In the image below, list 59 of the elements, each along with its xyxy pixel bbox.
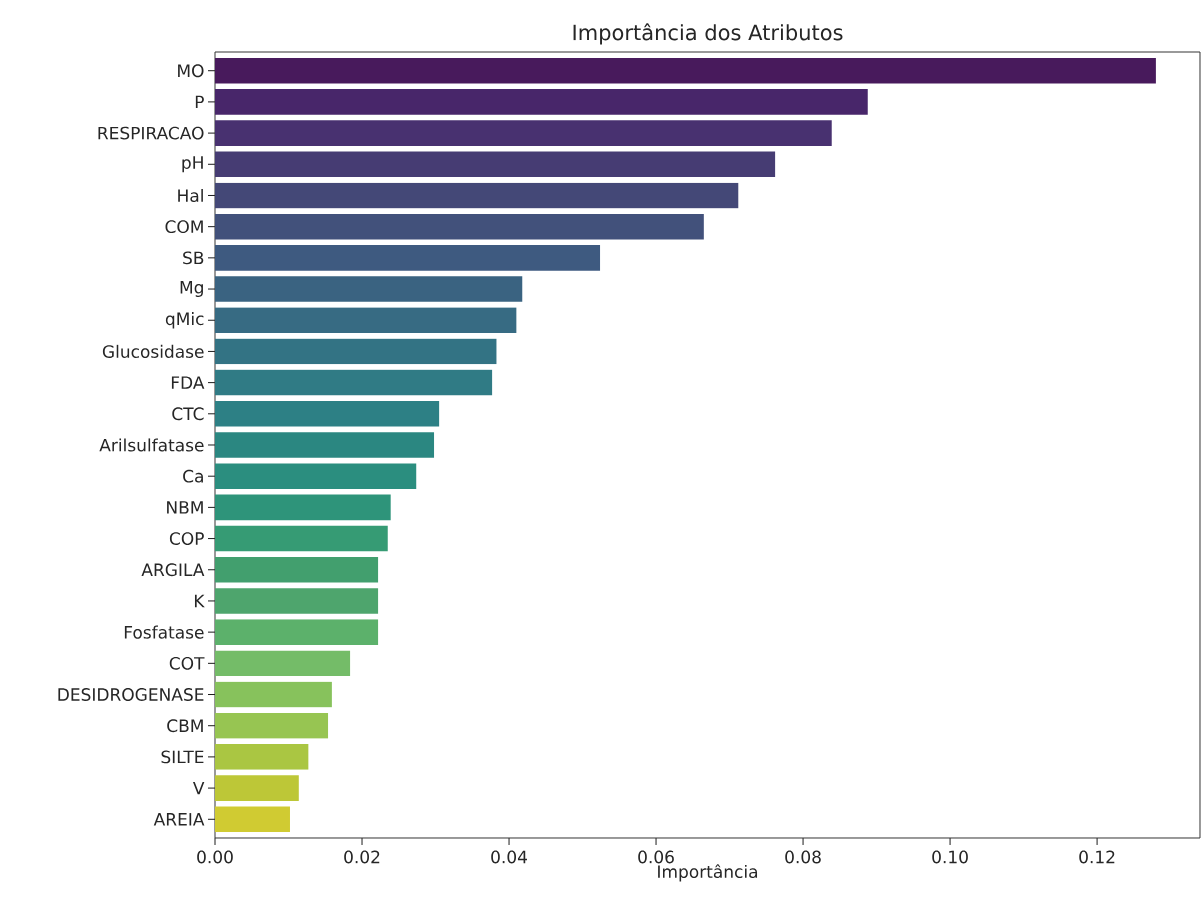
bar (215, 806, 290, 833)
y-tick-label: Glucosidase (102, 344, 204, 358)
x-tick-label: 0.02 (344, 850, 380, 864)
y-tick-label: CTC (172, 407, 204, 421)
y-tick-label: qMic (165, 312, 204, 329)
bar (215, 276, 523, 302)
y-tick-label: SILTE (161, 750, 204, 764)
x-axis-title: Importância (658, 864, 758, 882)
x-tick-label: 0.10 (932, 850, 968, 864)
y-tick-label: COP (169, 532, 204, 545)
bar (215, 588, 379, 614)
bar (215, 432, 435, 458)
bar (215, 650, 351, 677)
bar (215, 494, 391, 521)
bar (215, 556, 379, 583)
bar (215, 619, 379, 645)
y-tick-label: Ca (183, 469, 203, 483)
bar (215, 89, 868, 115)
y-tick-label: ARGILA (141, 563, 205, 577)
bar (215, 712, 329, 739)
y-tick-label: Arilsulfatase (99, 438, 204, 452)
y-tick-label: Hal (178, 188, 203, 203)
bar (215, 401, 440, 427)
y-tick-label: CBM (167, 719, 203, 733)
y-tick-label: MO (178, 64, 204, 78)
y-tick-label: Mg (180, 281, 203, 297)
bar (215, 182, 739, 209)
y-tick-label: K (194, 594, 205, 608)
y-tick-label: COM (165, 220, 203, 234)
bar (215, 775, 299, 801)
y-tick-label: RESPIRACAO (98, 126, 204, 140)
bar (215, 338, 497, 365)
bar (215, 369, 493, 396)
bar (215, 744, 309, 770)
y-tick-label: FDA (171, 376, 205, 389)
bar (215, 681, 332, 708)
bar (215, 120, 832, 146)
x-tick-label: 0.12 (1079, 850, 1115, 864)
y-tick-label: pH (182, 156, 203, 173)
y-tick-label: COT (169, 656, 205, 670)
y-tick-label: NBM (167, 501, 203, 514)
x-tick-label: 0.04 (491, 850, 527, 864)
y-tick-label: DESIDROGENASE (58, 688, 204, 701)
y-tick-label: P (195, 95, 204, 109)
bar (215, 151, 776, 178)
bar (215, 463, 417, 489)
y-tick-label: AREIA (153, 813, 205, 826)
bar (215, 57, 1156, 84)
bar (215, 245, 601, 271)
bar (215, 307, 517, 334)
x-tick-label: 0.08 (785, 850, 821, 864)
y-tick-label: V (192, 781, 205, 795)
chart-title: Importância dos Atributos (573, 23, 843, 45)
bar (215, 525, 388, 552)
y-tick-label: Fosfatase (124, 625, 204, 639)
bar (215, 213, 704, 240)
x-tick-label: 0.06 (638, 850, 674, 864)
y-tick-label: SB (183, 251, 204, 265)
x-tick-label: 0.00 (197, 850, 233, 864)
